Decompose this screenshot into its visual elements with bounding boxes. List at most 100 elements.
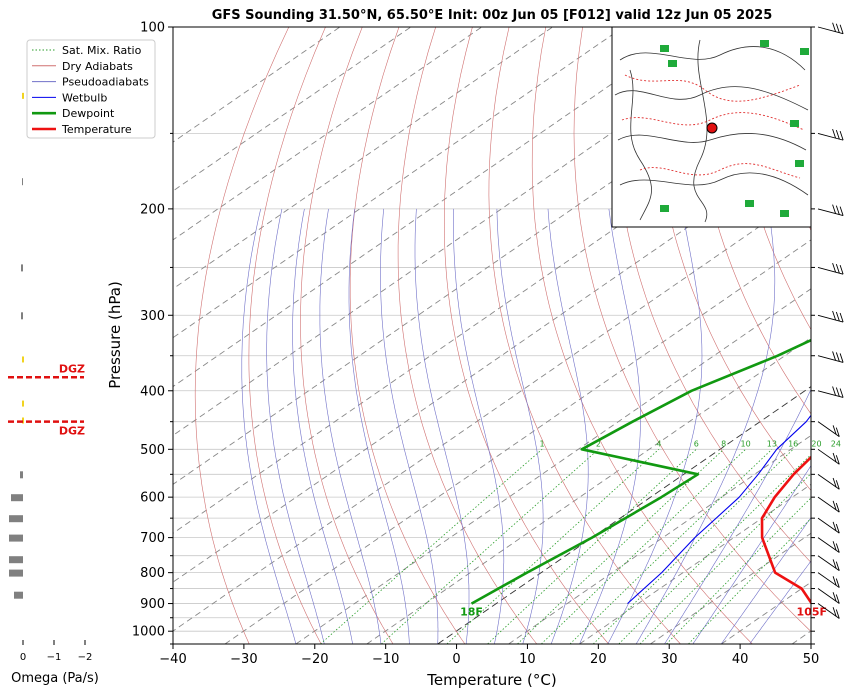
inset-contour (619, 46, 806, 71)
omega-marker (22, 400, 24, 407)
mixing-ratio-line (517, 449, 724, 644)
dry-adiabat-line (248, 27, 326, 644)
pseudoadiabat-line (241, 208, 297, 644)
pseudoadiabat-line (414, 208, 470, 644)
inset-contour (614, 86, 809, 111)
dry-adiabat-line (729, 27, 811, 331)
y-tick-label: 400 (140, 384, 165, 399)
inset-precip (660, 45, 669, 52)
mixing-ratio-label: 1 (540, 439, 545, 448)
wind-barb (817, 22, 844, 35)
inset-precip (795, 160, 804, 167)
omega-tick-label: −2 (78, 652, 93, 663)
dry-adiabat-line (653, 27, 811, 491)
y-tick-label: 700 (140, 531, 165, 546)
mixing-ratio-label: 8 (721, 439, 726, 448)
x-tick-label: 50 (803, 652, 820, 667)
x-tick-label: 40 (732, 652, 749, 667)
pseudoadiabat-line (749, 560, 811, 644)
y-tick-label: 1000 (132, 625, 165, 640)
mixing-ratio-label: 4 (656, 439, 661, 448)
dry-adiabat-line (194, 27, 290, 644)
y-tick-label: 600 (140, 491, 165, 506)
pseudoadiabat-line (579, 208, 641, 644)
isotherm-line (650, 532, 811, 644)
omega-bar (14, 591, 23, 599)
wind-barb (817, 386, 844, 398)
isotherm-line (579, 483, 811, 644)
dry-adiabat-line (488, 27, 681, 644)
omega-tick-label: 0 (20, 652, 26, 663)
legend-entry: Wetbulb (62, 91, 107, 104)
wind-barb (817, 128, 844, 141)
mixing-ratio-line (381, 449, 599, 644)
x-tick-label: 10 (519, 652, 536, 667)
wind-barb (817, 603, 840, 619)
plot-frame (172, 26, 812, 645)
wind-barb (817, 310, 844, 323)
x-tick-label: 20 (590, 652, 607, 667)
temperature-profile-line (760, 455, 811, 605)
mixing-ratio-line (320, 448, 543, 644)
omega-bar (9, 515, 23, 523)
wetbulb-profile-line (627, 414, 811, 605)
dry-adiabat-line (531, 27, 753, 644)
wind-barb (817, 572, 840, 588)
pseudoadiabat-line (319, 208, 382, 644)
omega-panel: 0 −1 −2 Omega (Pa/s) DGZ DGZ (8, 92, 99, 686)
isotherm-line (224, 239, 811, 644)
inset-contour (617, 133, 807, 151)
wind-barb (817, 555, 840, 571)
omega-bar (11, 494, 23, 502)
dry-adiabat-line (443, 27, 609, 644)
inset-contour (693, 39, 708, 223)
mixing-ratio-line (639, 473, 811, 644)
x-tick-label: −20 (301, 652, 328, 667)
isotherm-line (173, 27, 695, 388)
legend-box (26, 39, 156, 139)
surface-labels: 105F 18F (460, 606, 827, 619)
pseudoadiabat-line (380, 208, 439, 644)
chart-title: GFS Sounding 31.50°N, 65.50°E Init: 00z … (212, 8, 773, 23)
inset-map (611, 26, 812, 228)
pseudoadiabat-line (547, 208, 589, 644)
legend-entry: Temperature (61, 123, 132, 136)
y-tick-label: 300 (140, 309, 165, 324)
mixing-ratio-label: 10 (741, 439, 751, 448)
inset-precip (780, 210, 789, 217)
mixing-ratio-label: 2 (596, 439, 601, 448)
x-tick-label: −30 (230, 652, 257, 667)
mixing-ratio-label: 6 (694, 439, 699, 448)
isotherm-line (173, 27, 553, 290)
wind-barb (817, 537, 840, 553)
dgz-label: DGZ (59, 362, 85, 375)
pseudoadiabat-line (721, 517, 811, 644)
pseudoadiabat-line (607, 208, 703, 644)
dewpoint-profile-line (470, 338, 811, 605)
inset-temp-contour (639, 163, 801, 179)
isotherm-line (173, 27, 341, 143)
inset-contour (629, 69, 652, 221)
wind-barb (817, 473, 840, 490)
pseudoadiabat-line (266, 208, 325, 644)
legend-entry: Pseudoadiabats (62, 76, 149, 89)
mixing-ratio-label: 16 (788, 439, 798, 448)
omega-marker (22, 92, 24, 99)
inset-precip (800, 48, 809, 55)
omega-bar (9, 569, 23, 577)
inset-precip (760, 40, 769, 47)
inset-temp-contour (624, 74, 801, 102)
wind-barbs (817, 22, 844, 619)
mixing-ratio-line (446, 449, 660, 644)
inset-temp-contour (621, 112, 805, 131)
pseudoadiabat-line (348, 208, 410, 644)
inset-location-marker (706, 122, 718, 134)
legend-entry: Dewpoint (62, 107, 115, 120)
axes: −40 −30 −20 −10 0 10 20 30 40 50 100 200 300 400 500 60… (132, 21, 819, 668)
isotherm-line (173, 27, 412, 192)
wind-barb (817, 351, 844, 363)
omega-bar (9, 556, 23, 564)
x-tick-label: 0 (452, 652, 460, 667)
surface-temperature-label: 105F (797, 606, 827, 619)
